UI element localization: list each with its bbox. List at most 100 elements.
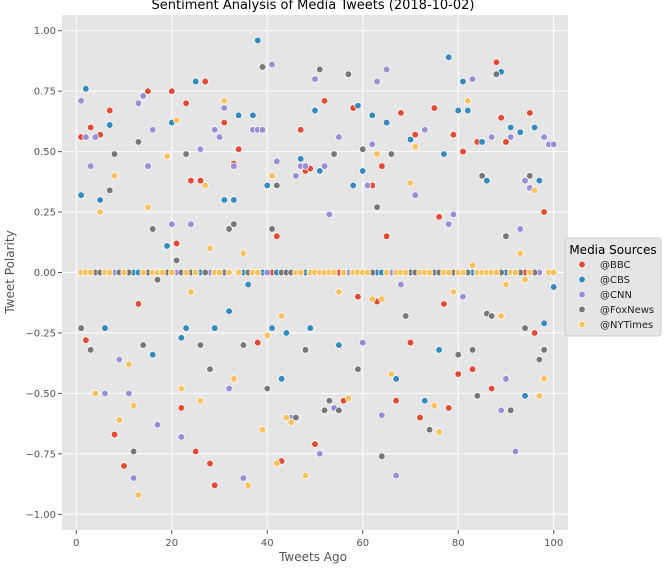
point-nytimes [268, 172, 276, 180]
point-cbs [478, 138, 486, 146]
point-nytimes [158, 268, 166, 277]
point-foxnews [387, 150, 396, 158]
y-tick-label: −0.25 [25, 328, 56, 339]
point-foxnews [172, 256, 181, 265]
point-foxnews [230, 220, 238, 228]
x-tick-label: 60 [356, 538, 369, 549]
point-cbs [82, 85, 90, 93]
point-cnn [335, 133, 343, 141]
point-nytimes [402, 268, 410, 277]
legend-marker-foxnews [578, 305, 586, 314]
point-cnn [125, 389, 133, 398]
point-cnn [258, 126, 267, 134]
point-nytimes [378, 295, 386, 303]
point-bbc [497, 114, 505, 122]
point-bbc [86, 123, 95, 132]
point-nytimes [273, 459, 281, 468]
point-bbc [120, 462, 128, 470]
point-foxnews [182, 150, 190, 158]
point-nytimes [110, 172, 119, 180]
legend: Media Sources @BBC @CBS @CNN @FoxNews @NYTim… [564, 237, 662, 337]
point-cnn [516, 225, 524, 233]
point-nytimes [406, 179, 415, 187]
point-cnn [225, 384, 233, 393]
point-cnn [239, 474, 248, 482]
point-cnn [320, 162, 329, 170]
point-cbs [282, 329, 291, 337]
point-nytimes [201, 181, 209, 190]
point-bbc [430, 104, 438, 112]
point-bbc [177, 404, 185, 412]
point-cbs [530, 123, 539, 132]
y-tick-label: 0.25 [34, 208, 56, 219]
y-axis-ticks: −1.00 −0.75 −0.50 −0.25 0.00 0.25 0.50 0.75 1.00 [25, 26, 62, 521]
point-cbs [516, 128, 524, 136]
point-cbs [182, 324, 190, 332]
x-tick-label: 40 [261, 538, 274, 549]
point-nytimes [220, 97, 228, 105]
point-cnn [373, 77, 381, 86]
point-cbs [311, 106, 319, 115]
point-nytimes [382, 268, 391, 277]
point-cbs [550, 283, 558, 291]
point-foxnews [316, 65, 324, 74]
point-cbs [335, 341, 343, 349]
point-bbc [206, 459, 214, 468]
point-cbs [268, 324, 276, 332]
point-nytimes [497, 312, 505, 320]
x-tick-label: 80 [452, 538, 465, 549]
point-cbs [149, 351, 157, 359]
series-nytimes [77, 97, 558, 499]
point-nytimes [230, 375, 238, 383]
point-cnn [550, 140, 558, 149]
point-foxnews [206, 365, 214, 373]
point-bbc [468, 365, 477, 373]
point-bbc [378, 162, 386, 170]
point-cbs [306, 324, 314, 332]
point-nytimes [526, 268, 534, 277]
point-bbc [492, 58, 501, 66]
legend-items: @BBC @CBS @CNN @FoxNews @NYTimes [578, 260, 654, 331]
point-cbs [192, 77, 200, 86]
point-cnn [411, 191, 419, 199]
point-cnn [459, 293, 467, 301]
point-nytimes [234, 268, 243, 277]
point-nytimes [172, 116, 181, 124]
point-foxnews [273, 181, 281, 190]
point-bbc [406, 338, 415, 347]
point-nytimes [430, 401, 438, 410]
point-foxnews [526, 172, 534, 180]
point-cnn [168, 220, 176, 228]
point-nytimes [516, 249, 524, 257]
point-cnn [325, 210, 333, 219]
point-nytimes [91, 389, 100, 398]
point-bbc [172, 239, 181, 248]
point-nytimes [502, 280, 510, 289]
point-cbs [249, 111, 257, 119]
point-foxnews [149, 225, 157, 233]
point-cbs [535, 176, 544, 185]
point-cnn [368, 140, 376, 149]
x-tick-label: 100 [544, 538, 563, 549]
point-foxnews [77, 324, 85, 332]
point-bbc [530, 329, 539, 337]
point-nytimes [129, 401, 138, 410]
point-nytimes [134, 491, 143, 499]
y-tick-label: 0.50 [34, 147, 56, 158]
point-bbc [392, 397, 400, 405]
point-nytimes [363, 268, 372, 277]
point-cnn [129, 474, 138, 482]
point-foxnews [335, 406, 343, 414]
point-bbc [144, 87, 152, 95]
point-cnn [363, 181, 372, 190]
point-cbs [406, 135, 415, 144]
point-cbs [483, 176, 491, 185]
point-nytimes [468, 261, 477, 269]
point-foxnews [268, 225, 276, 233]
point-foxnews [196, 341, 205, 349]
point-nytimes [120, 268, 128, 277]
point-nytimes [387, 370, 396, 378]
point-bbc [526, 109, 534, 117]
legend-marker-nytimes [578, 320, 586, 329]
point-foxnews [487, 312, 496, 320]
